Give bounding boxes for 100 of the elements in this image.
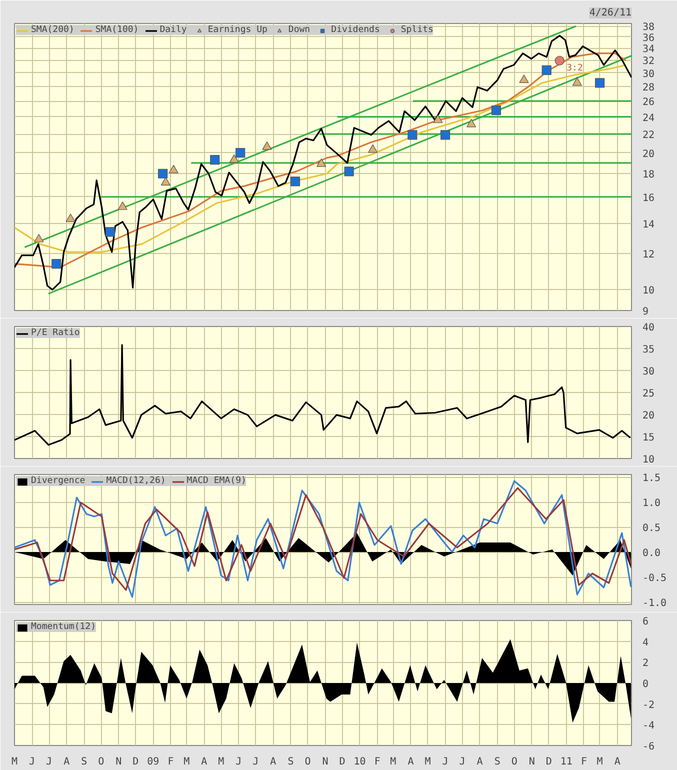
point (229, 154, 239, 163)
legend-label: Momentum(12) (31, 622, 96, 632)
point (519, 74, 529, 84)
x-tick-label: J (236, 756, 242, 768)
y-tick-label: 26 (642, 97, 655, 108)
x-tick-label: J (29, 756, 36, 768)
x-tick-label: F (374, 756, 380, 768)
y-tick-label: 12 (642, 250, 655, 261)
legend-label: SMA(100) (95, 25, 139, 35)
x-tick-label: M (11, 756, 18, 768)
point (440, 130, 450, 140)
x-tick-label: A (270, 756, 276, 768)
y-tick-label: 16 (642, 192, 655, 204)
chart-subtitle: 4/26/11 (589, 8, 632, 18)
y-tick-label: 40 (642, 322, 655, 334)
x-tick-label: O (98, 756, 104, 768)
point (290, 176, 300, 186)
x-tick-label: D (132, 756, 139, 768)
y-tick-label: 28 (642, 82, 655, 94)
y-tick-label: 20 (642, 148, 655, 160)
x-tick-label: A (64, 756, 70, 768)
legend-label: Splits (400, 25, 434, 35)
x-tick-label: S (288, 756, 294, 768)
point (210, 155, 220, 165)
y-tick-label: 0 (642, 679, 649, 690)
x-tick-label: D (339, 756, 346, 768)
y-tick-label: 10 (642, 286, 655, 297)
point (34, 234, 44, 242)
x-tick-label: F (580, 756, 587, 768)
y-tick-label: 38 (642, 22, 655, 34)
point (66, 214, 76, 222)
y-tick-label: 14 (642, 219, 655, 230)
x-tick-label: 09 (147, 756, 160, 768)
point (542, 65, 552, 75)
y-tick-label: 6 (642, 616, 649, 628)
point (160, 177, 170, 186)
x-tick-label: M (596, 756, 603, 768)
point (491, 106, 502, 116)
x-tick-label: O (511, 756, 518, 768)
y-tick-label: 1.5 (642, 473, 661, 484)
point (316, 158, 326, 167)
x-tick-label: N (528, 756, 535, 768)
point (408, 130, 418, 140)
legend-label: Dividends (331, 25, 380, 35)
x-tick-label: O (304, 756, 311, 768)
y-tick-label: 35 (642, 344, 655, 356)
x-tick-label: D (546, 756, 552, 768)
y-tick-label: 34 (642, 44, 655, 56)
legend-label: Divergence (31, 476, 86, 486)
y-tick-label: -6 (642, 742, 655, 752)
point (105, 227, 115, 237)
x-tick-label: A (408, 756, 414, 768)
x-tick-label: M (184, 756, 190, 768)
x-tick-label: F (168, 756, 174, 768)
y-tick-label: 4 (642, 637, 649, 648)
y-tick-label: 2 (642, 658, 649, 670)
point (572, 77, 582, 86)
legend-label: Down (288, 25, 310, 35)
y-tick-label: -1.0 (642, 598, 667, 609)
y-tick-label: 30 (642, 366, 655, 378)
y-tick-label: 15 (642, 432, 655, 444)
y-tick-label: 25 (642, 388, 655, 400)
y-tick-label: -2 (642, 700, 655, 711)
y-tick-label: 0.0 (642, 548, 661, 559)
point (466, 118, 476, 128)
x-tick-label: J (459, 756, 466, 768)
x-tick-label: S (81, 756, 88, 768)
y-tick-label: 32 (642, 56, 655, 68)
point (236, 148, 246, 158)
x-tick-label: M (218, 756, 224, 768)
point (368, 144, 378, 153)
y-tick-label: 36 (642, 32, 655, 44)
annotation: 3:2 (566, 64, 583, 74)
x-tick-label: S (494, 756, 500, 768)
x-tick-label: 11 (560, 756, 572, 768)
point (52, 259, 62, 269)
y-tick-label: 18 (642, 170, 655, 181)
x-tick-label: N (322, 756, 328, 768)
point (595, 78, 605, 88)
legend-label: MACD EMA(9) (186, 476, 246, 486)
y-tick-label: -0.5 (642, 573, 667, 584)
x-tick-label: A (614, 756, 620, 768)
point (118, 202, 128, 210)
point (168, 164, 178, 174)
x-tick-label: A (476, 756, 483, 768)
y-tick-label: 9 (642, 306, 649, 318)
x-tick-label: J (46, 756, 52, 768)
y-tick-label: 30 (642, 68, 655, 80)
x-tick-label: J (252, 756, 259, 768)
y-tick-label: 0.5 (642, 523, 661, 534)
point (554, 56, 564, 66)
point (344, 166, 354, 176)
y-tick-label: 10 (642, 454, 655, 466)
point (262, 141, 272, 150)
y-tick-label: 22 (642, 130, 655, 142)
legend-label: P/E Ratio (31, 328, 80, 338)
legend-label: Daily (160, 25, 187, 35)
legend-label: SMA(200) (31, 25, 74, 35)
x-tick-label: N (116, 756, 122, 768)
x-tick-label: M (390, 756, 396, 768)
